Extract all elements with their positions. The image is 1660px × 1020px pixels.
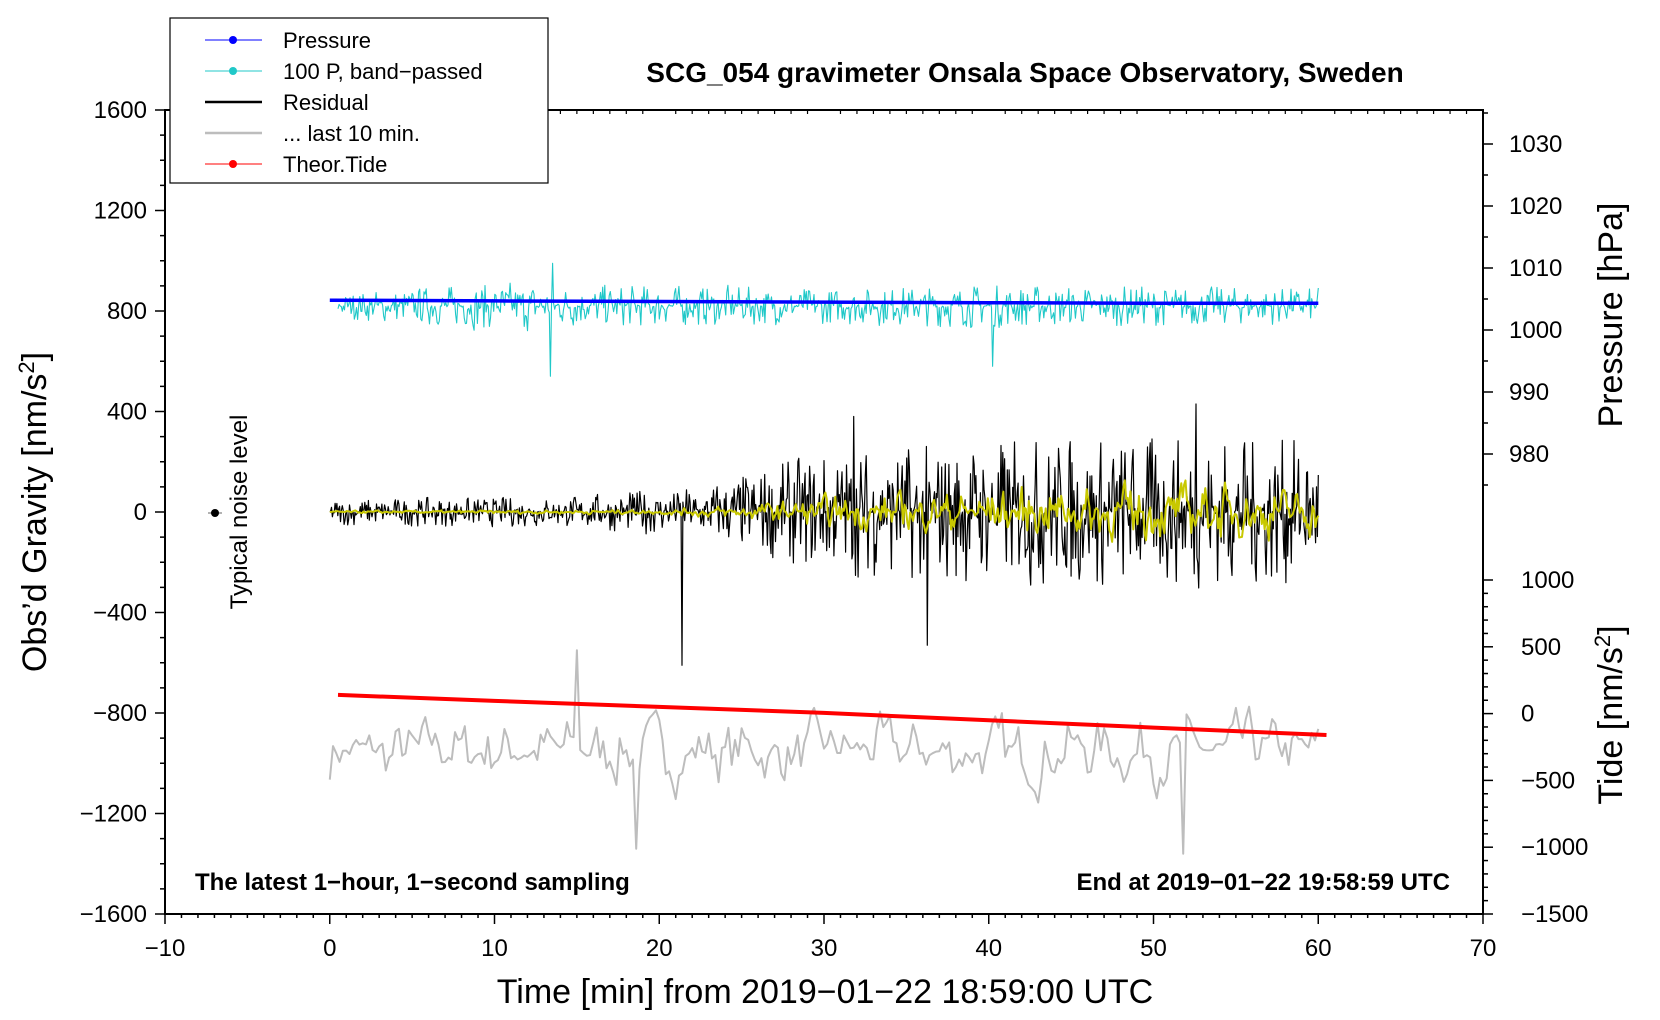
gravity-tick-label: 0 — [134, 499, 147, 526]
gravity-tick-label: 400 — [107, 399, 147, 426]
tide-label-sup: 2 — [1590, 635, 1615, 647]
tide-label-close: ] — [1592, 625, 1630, 634]
series-pressure — [329, 298, 1319, 306]
gravity-tick-label: 1200 — [94, 198, 147, 225]
pressure-tick-label: 980 — [1509, 441, 1549, 468]
gravity-label-main: Obs’d Gravity [nm/s — [16, 374, 54, 673]
tide-tick-label: −500 — [1521, 767, 1575, 794]
x-tick-label: 30 — [811, 935, 838, 962]
x-tick-label: 50 — [1140, 935, 1167, 962]
pressure-tick-label: 1000 — [1509, 317, 1562, 344]
x-axis-label: Time [min] from 2019−01−22 18:59:00 UTC — [497, 973, 1153, 1011]
legend-label: Pressure — [283, 28, 371, 53]
y-axis-label-tide: Tide [nm/s2] — [1590, 625, 1630, 804]
noise-level-marker — [208, 509, 222, 517]
pressure-tick-label: 1020 — [1509, 193, 1562, 220]
tide-tick-label: 0 — [1521, 701, 1534, 728]
legend-label: Residual — [283, 90, 369, 115]
series-residual — [329, 403, 1319, 666]
x-tick-label: 0 — [323, 935, 336, 962]
x-tick-label: 20 — [646, 935, 673, 962]
legend-label: Theor.Tide — [283, 152, 387, 177]
gravity-tick-label: 800 — [107, 298, 147, 325]
noise-dot — [211, 509, 219, 517]
x-tick-label: 60 — [1305, 935, 1332, 962]
legend-items: Pressure 100 P, band−passed Residual ... la… — [205, 28, 483, 177]
gravity-tick-label: −400 — [93, 600, 147, 627]
series-residual-smoothed — [329, 479, 1320, 543]
gravity-tick-label: −1600 — [80, 901, 147, 928]
tide-tick-label: −1500 — [1521, 901, 1588, 928]
y-axis-label-gravity: Obs’d Gravity [nm/s2] — [14, 352, 54, 672]
legend: Pressure 100 P, band−passed Residual ... la… — [169, 17, 549, 184]
chart-title: SCG_054 gravimeter Onsala Space Observat… — [646, 57, 1403, 88]
series-theor-tide — [337, 692, 1327, 737]
legend-label: ... last 10 min. — [283, 121, 420, 146]
tide-tick-label: −1000 — [1521, 834, 1588, 861]
x-tick-label: 10 — [481, 935, 508, 962]
series-last-10-min — [328, 649, 1320, 855]
legend-box — [169, 17, 549, 184]
end-time-note: End at 2019−01−22 19:58:59 UTC — [1076, 869, 1450, 896]
gravity-label-sup: 2 — [14, 361, 39, 373]
noise-level-label: Typical noise level — [226, 415, 253, 610]
pressure-tick-label: 1030 — [1509, 131, 1562, 158]
gravity-tick-label: −800 — [93, 700, 147, 727]
series-band-passed-pressure — [337, 262, 1319, 377]
x-tick-label: 70 — [1470, 935, 1497, 962]
series-layer — [328, 262, 1327, 855]
pressure-tick-label: 990 — [1509, 379, 1549, 406]
sampling-note: The latest 1−hour, 1−second sampling — [195, 869, 630, 896]
pressure-tick-label: 1010 — [1509, 255, 1562, 282]
tick-labels: −10 0 10 20 30 40 50 60 70160012008004000−400−80… — [80, 97, 1589, 962]
tide-label-main: Tide [nm/s — [1592, 647, 1630, 804]
legend-marker — [229, 36, 237, 44]
gravity-tick-label: 1600 — [94, 97, 147, 124]
legend-marker — [229, 67, 237, 75]
legend-marker — [229, 160, 237, 168]
legend-label: 100 P, band−passed — [283, 59, 483, 84]
tide-tick-label: 500 — [1521, 634, 1561, 661]
x-tick-label: 40 — [975, 935, 1002, 962]
gravity-label-close: ] — [16, 352, 54, 361]
y-axis-label-pressure: Pressure [hPa] — [1592, 203, 1630, 428]
gravity-tick-label: −1200 — [80, 801, 147, 828]
x-tick-label: −10 — [145, 935, 186, 962]
tide-tick-label: 1000 — [1521, 567, 1574, 594]
